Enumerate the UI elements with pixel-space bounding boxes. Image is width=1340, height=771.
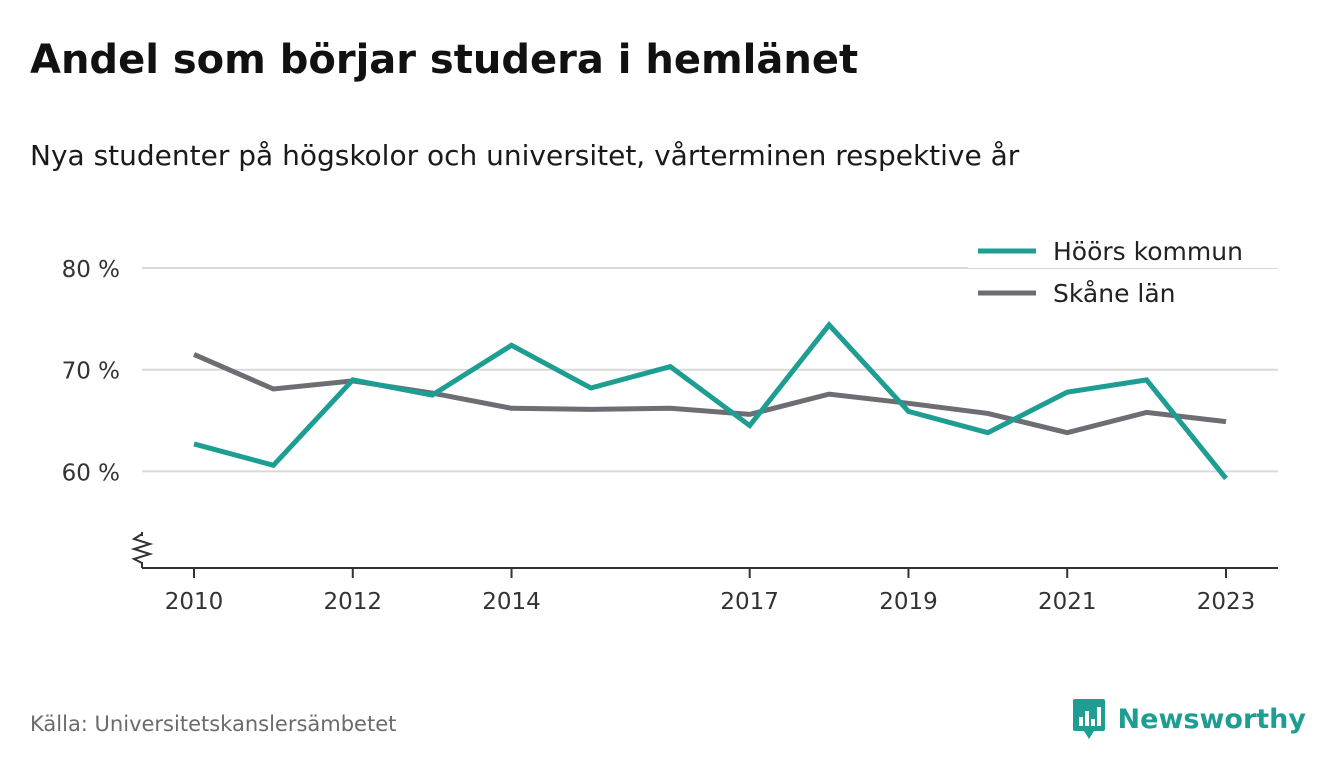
x-tick-label: 2021 [1038, 589, 1097, 615]
y-tick-label: 80 % [62, 257, 120, 283]
chart-subtitle: Nya studenter på högskolor och universit… [30, 139, 1020, 172]
chart-title: Andel som börjar studera i hemlänet [30, 37, 859, 83]
legend: Höörs kommun Skåne län [968, 230, 1280, 308]
legend-label: Skåne län [1053, 279, 1176, 308]
axes: 60 % 70 % 80 % 2010 2012 2014 2017 2019 2021 2023 [62, 257, 1278, 615]
brand-name: Newsworthy [1117, 703, 1306, 735]
source-note: Källa: Universitetskanslersämbetet [30, 712, 397, 736]
x-tick-label: 2023 [1197, 589, 1256, 615]
y-tick-label: 70 % [62, 359, 120, 385]
x-tick-label: 2019 [879, 589, 938, 615]
series-lines [193, 321, 1228, 481]
brand-logo[interactable]: Newsworthy [1072, 696, 1306, 742]
series-line-h-rs-kommun [193, 321, 1228, 481]
legend-label: Höörs kommun [1053, 237, 1243, 266]
bar-chart-icon [1072, 699, 1105, 739]
x-tick-label: 2010 [165, 589, 224, 615]
x-tick-label: 2012 [323, 589, 382, 615]
x-tick-label: 2014 [482, 589, 541, 615]
x-tick-label: 2017 [720, 589, 779, 615]
axis-break-icon [130, 533, 154, 564]
y-tick-label: 60 % [62, 460, 120, 486]
